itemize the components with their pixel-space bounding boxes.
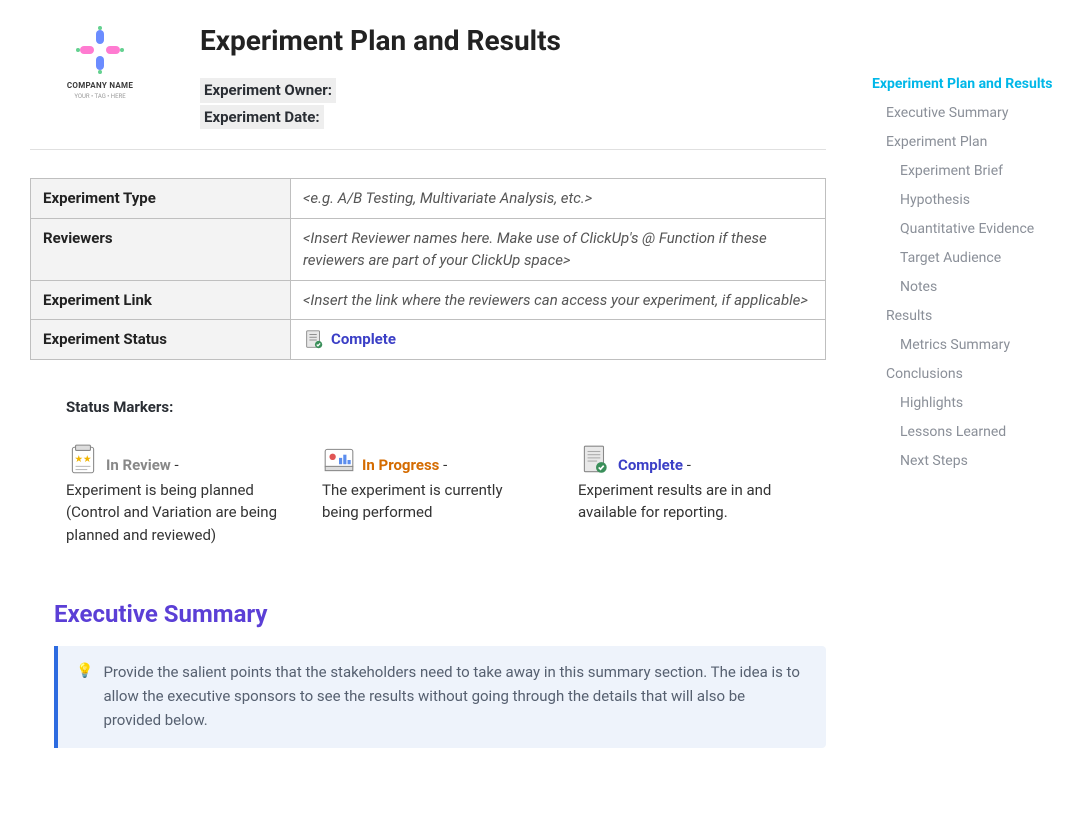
- toc-item[interactable]: Executive Summary: [872, 99, 1070, 128]
- toc-item[interactable]: Quantitative Evidence: [872, 215, 1070, 244]
- logo-tagline: YOUR • TAG • HERE: [30, 92, 170, 101]
- toc-item[interactable]: Conclusions: [872, 360, 1070, 389]
- lightbulb-icon: 💡: [76, 660, 93, 732]
- table-row-label: Experiment Link: [31, 280, 291, 320]
- marker-icon: [322, 443, 356, 477]
- info-table: Experiment Type<e.g. A/B Testing, Multiv…: [30, 178, 826, 360]
- status-value: Complete: [331, 330, 396, 348]
- toc-item[interactable]: Notes: [872, 273, 1070, 302]
- table-row-value[interactable]: Complete: [291, 320, 826, 360]
- executive-summary-callout: 💡 Provide the salient points that the st…: [54, 646, 826, 748]
- status-marker: Complete - Experiment results are in and…: [578, 443, 798, 547]
- marker-desc: Experiment results are in and available …: [578, 479, 798, 524]
- toc-item[interactable]: Hypothesis: [872, 186, 1070, 215]
- logo-company-name: COMPANY NAME: [30, 80, 170, 92]
- page-title: Experiment Plan and Results: [200, 20, 561, 62]
- toc-item[interactable]: Highlights: [872, 389, 1070, 418]
- status-markers: ★★ In Review - Experiment is being planne…: [66, 443, 826, 547]
- executive-summary-text: Provide the salient points that the stak…: [103, 660, 806, 732]
- toc-item[interactable]: Target Audience: [872, 244, 1070, 273]
- table-row-value[interactable]: <e.g. A/B Testing, Multivariate Analysis…: [291, 179, 826, 219]
- svg-text:★★: ★★: [74, 454, 92, 465]
- document-check-icon: [303, 329, 325, 351]
- table-row-status: Experiment Status Complete: [31, 320, 826, 360]
- company-logo-icon: [76, 26, 124, 74]
- table-row-label: Reviewers: [31, 218, 291, 280]
- marker-desc: The experiment is currently being perfor…: [322, 479, 542, 524]
- status-markers-title: Status Markers:: [66, 396, 826, 419]
- table-row-value[interactable]: <Insert the link where the reviewers can…: [291, 280, 826, 320]
- marker-icon: [578, 443, 612, 477]
- toc-item[interactable]: Results: [872, 302, 1070, 331]
- marker-sep: -: [171, 456, 179, 474]
- status-marker: In Progress - The experiment is currentl…: [322, 443, 542, 547]
- marker-desc: Experiment is being planned (Control and…: [66, 479, 286, 547]
- toc-item[interactable]: Experiment Plan: [872, 128, 1070, 157]
- marker-sep: -: [683, 456, 691, 474]
- header: COMPANY NAME YOUR • TAG • HERE Experimen…: [30, 20, 826, 150]
- logo-block: COMPANY NAME YOUR • TAG • HERE: [30, 20, 170, 101]
- toc-item[interactable]: Lessons Learned: [872, 418, 1070, 447]
- table-row-value[interactable]: <Insert Reviewer names here. Make use of…: [291, 218, 826, 280]
- table-row: Experiment Type<e.g. A/B Testing, Multiv…: [31, 179, 826, 219]
- table-of-contents: Experiment Plan and ResultsExecutive Sum…: [856, 0, 1086, 822]
- marker-name: Complete: [618, 456, 683, 474]
- toc-item[interactable]: Experiment Plan and Results: [872, 70, 1070, 99]
- table-row-label: Experiment Status: [31, 320, 291, 360]
- table-row: Experiment Link<Insert the link where th…: [31, 280, 826, 320]
- toc-item[interactable]: Metrics Summary: [872, 331, 1070, 360]
- main-content: COMPANY NAME YOUR • TAG • HERE Experimen…: [0, 0, 856, 822]
- toc-item[interactable]: Experiment Brief: [872, 157, 1070, 186]
- toc-item[interactable]: Next Steps: [872, 447, 1070, 476]
- executive-summary-heading: Executive Summary: [54, 596, 826, 632]
- table-row-label: Experiment Type: [31, 179, 291, 219]
- table-row: Reviewers<Insert Reviewer names here. Ma…: [31, 218, 826, 280]
- marker-name: In Progress: [362, 456, 439, 474]
- date-label: Experiment Date:: [200, 105, 324, 130]
- marker-name: In Review: [106, 456, 171, 474]
- owner-label: Experiment Owner:: [200, 78, 336, 103]
- marker-sep: -: [439, 456, 447, 474]
- title-block: Experiment Plan and Results Experiment O…: [200, 20, 561, 131]
- status-marker: ★★ In Review - Experiment is being planne…: [66, 443, 286, 547]
- marker-icon: ★★: [66, 443, 100, 477]
